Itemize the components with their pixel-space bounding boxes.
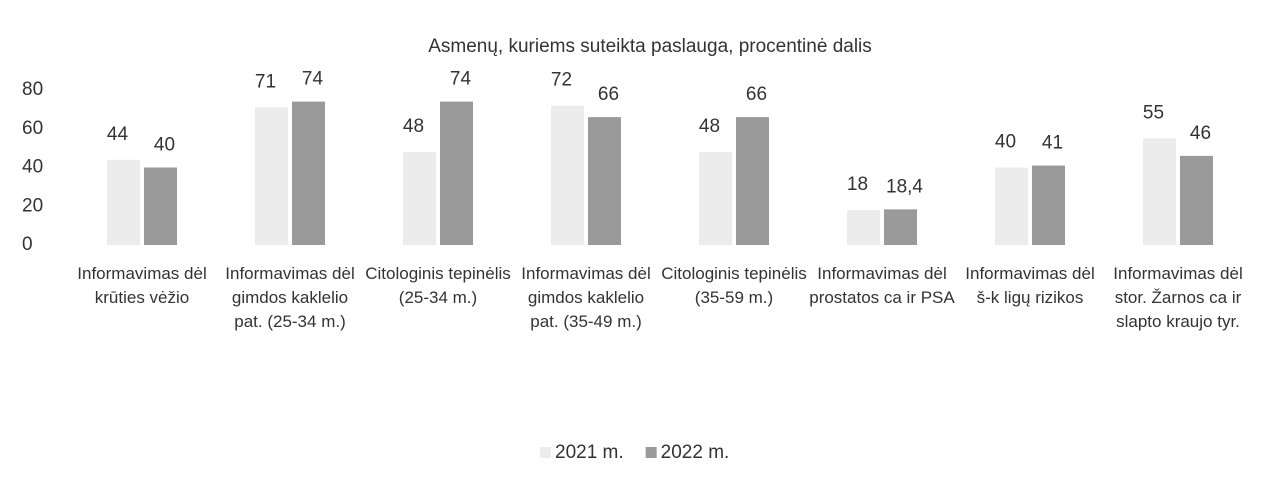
- data-label: 40: [995, 132, 1016, 153]
- data-label: 40: [154, 135, 175, 156]
- y-tick-label: 0: [22, 234, 33, 255]
- x-tick-label: Informavimas dėl š-k ligų rizikos: [965, 264, 1095, 307]
- bar: [551, 105, 584, 245]
- chart-subtitle: Asmenų, kuriems suteikta paslauga, proce…: [428, 36, 872, 57]
- x-tick-label: Informavimas dėl gimdos kaklelio pat. (2…: [225, 264, 355, 331]
- x-tick-label: Citologinis tepinėlis (35-59 m.): [661, 264, 807, 307]
- bar: [995, 167, 1028, 245]
- data-label: 66: [746, 84, 767, 105]
- data-label: 48: [403, 116, 424, 137]
- bar: [292, 101, 325, 245]
- bar: [699, 152, 732, 245]
- bar: [1143, 138, 1176, 245]
- data-label: 46: [1190, 123, 1211, 144]
- data-label: 74: [450, 69, 472, 90]
- data-label: 66: [598, 84, 619, 105]
- legend-swatch: [540, 447, 551, 458]
- y-tick-label: 80: [22, 79, 43, 100]
- bar: [1180, 155, 1213, 245]
- data-label: 18: [847, 174, 868, 195]
- y-tick-label: 60: [22, 118, 43, 139]
- data-label: 48: [699, 116, 720, 137]
- bar: [847, 210, 880, 245]
- bar: [1032, 165, 1065, 245]
- data-label: 44: [107, 124, 129, 145]
- data-label: 55: [1143, 102, 1164, 123]
- y-tick-label: 20: [22, 195, 43, 216]
- bar: [736, 117, 769, 245]
- bar: [255, 107, 288, 245]
- data-label: 71: [255, 71, 276, 92]
- data-label: 41: [1042, 133, 1063, 154]
- x-tick-label: Citologinis tepinėlis (25-34 m.): [365, 264, 511, 307]
- bar: [403, 152, 436, 245]
- legend-swatch: [645, 447, 657, 458]
- x-tick-label: Informavimas dėl prostatos ca ir PSA: [809, 264, 955, 307]
- data-label: 74: [302, 69, 324, 90]
- data-label: 72: [551, 70, 572, 91]
- bar: [884, 209, 917, 245]
- x-tick-label: Informavimas dėl stor. Žarnos ca ir slap…: [1113, 264, 1243, 331]
- bar: [588, 117, 621, 245]
- data-label: 18,4: [886, 176, 923, 197]
- bar: [144, 167, 177, 245]
- legend-label: 2021 m.: [555, 442, 624, 463]
- bar: [107, 159, 140, 245]
- y-tick-label: 40: [22, 157, 43, 178]
- x-tick-label: Informavimas dėl krūties vėžio: [77, 264, 207, 307]
- bar: [440, 101, 473, 245]
- x-tick-label: Informavimas dėl gimdos kaklelio pat. (3…: [521, 264, 651, 331]
- legend-label: 2022 m.: [661, 442, 730, 463]
